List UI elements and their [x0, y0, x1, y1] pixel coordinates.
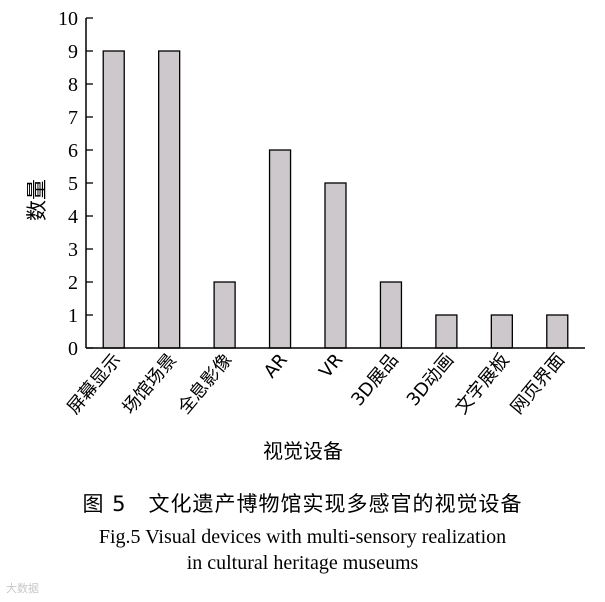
bars-layer — [102, 50, 569, 349]
y-tick-label: 8 — [68, 74, 78, 96]
x-tick-label: 文字展板 — [451, 350, 513, 419]
figure-caption-english-line2: in cultural heritage museums — [186, 552, 419, 574]
y-tick-label: 9 — [68, 41, 78, 63]
bar — [158, 50, 181, 349]
y-tick-label: 10 — [58, 8, 78, 30]
y-tick-label: 4 — [68, 206, 78, 228]
y-tick-label: 5 — [68, 173, 78, 195]
bar — [546, 314, 569, 349]
x-tick-label: AR — [260, 350, 292, 383]
x-tick-label: 全息影像 — [174, 350, 236, 419]
bar — [102, 50, 125, 349]
y-tick-label: 2 — [68, 272, 78, 294]
y-ticks-layer: 0 1 2 3 4 5 6 7 8 9 10 — [58, 8, 93, 360]
y-tick-label: 1 — [68, 305, 78, 327]
x-tick-label: 3D动画 — [403, 350, 458, 410]
x-tick-label: 3D展品 — [347, 350, 402, 410]
y-tick-label: 0 — [68, 338, 78, 360]
bar — [268, 149, 292, 349]
x-tick-label: 屏幕显示 — [63, 350, 125, 419]
y-tick-label: 7 — [68, 107, 78, 129]
y-tick-label: 6 — [68, 140, 78, 162]
y-axis-label: 数量 — [25, 179, 49, 221]
x-axis-label: 视觉设备 — [263, 439, 343, 463]
watermark-logo: 大数据 — [6, 582, 39, 595]
bar — [213, 281, 236, 349]
figure-caption-english-line1: Fig.5 Visual devices with multi-sensory … — [98, 526, 507, 548]
bar — [324, 182, 347, 349]
x-tick-label: 场馆场景 — [119, 350, 181, 419]
figure-caption-chinese: 图 5 文化遗产博物馆实现多感官的视觉设备 — [82, 492, 523, 516]
bar — [490, 314, 513, 349]
bar — [379, 281, 403, 349]
x-tick-label: 网页界面 — [507, 350, 569, 419]
x-tick-label: VR — [315, 350, 347, 383]
y-tick-label: 3 — [68, 239, 78, 261]
bar — [435, 314, 458, 349]
